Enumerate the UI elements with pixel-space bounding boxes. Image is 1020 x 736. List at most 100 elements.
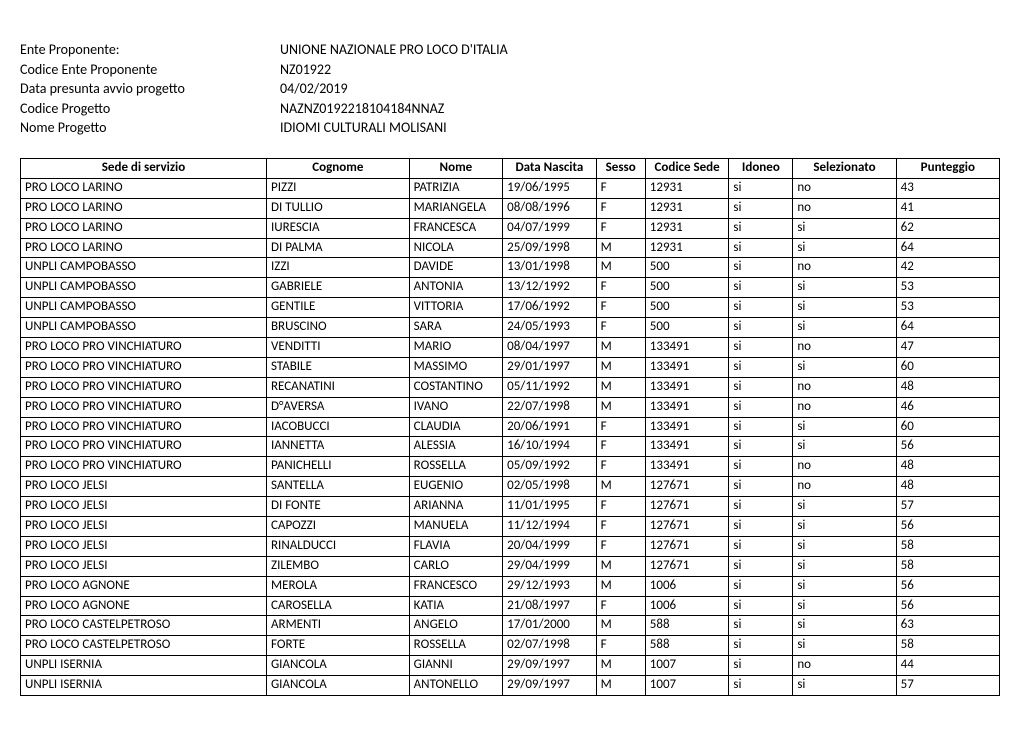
- table-cell: IZZI: [266, 258, 409, 278]
- table-cell: si: [729, 218, 793, 238]
- table-cell: si: [793, 676, 896, 696]
- table-cell: si: [793, 556, 896, 576]
- column-header: Sesso: [596, 158, 645, 178]
- info-value: NZ01922: [280, 60, 1000, 80]
- table-cell: PRO LOCO JELSI: [21, 497, 267, 517]
- table-cell: IANNETTA: [266, 437, 409, 457]
- table-cell: si: [729, 278, 793, 298]
- table-cell: GENTILE: [266, 298, 409, 318]
- table-cell: PATRIZIA: [409, 178, 502, 198]
- table-cell: CAROSELLA: [266, 596, 409, 616]
- table-cell: 20/04/1999: [503, 536, 596, 556]
- table-cell: si: [729, 437, 793, 457]
- table-cell: 56: [896, 576, 999, 596]
- table-cell: 05/09/1992: [503, 457, 596, 477]
- table-cell: ANTONELLO: [409, 676, 502, 696]
- info-label: Nome Progetto: [20, 118, 280, 138]
- table-row: PRO LOCO PRO VINCHIATUROPANICHELLIROSSEL…: [21, 457, 1000, 477]
- table-cell: M: [596, 357, 645, 377]
- table-cell: 127671: [645, 477, 729, 497]
- table-cell: F: [596, 536, 645, 556]
- table-cell: PRO LOCO LARINO: [21, 178, 267, 198]
- column-header: Sede di servizio: [21, 158, 267, 178]
- table-cell: ARIANNA: [409, 497, 502, 517]
- column-header: Codice Sede: [645, 158, 729, 178]
- table-cell: 56: [896, 437, 999, 457]
- table-cell: EUGENIO: [409, 477, 502, 497]
- table-cell: PRO LOCO JELSI: [21, 536, 267, 556]
- table-row: UNPLI CAMPOBASSOBRUSCINOSARA24/05/1993F5…: [21, 318, 1000, 338]
- table-cell: 56: [896, 517, 999, 537]
- table-cell: 29/12/1993: [503, 576, 596, 596]
- table-cell: PRO LOCO LARINO: [21, 198, 267, 218]
- table-cell: M: [596, 397, 645, 417]
- table-cell: si: [729, 596, 793, 616]
- table-cell: PRO LOCO PRO VINCHIATURO: [21, 397, 267, 417]
- table-cell: 48: [896, 377, 999, 397]
- table-cell: PRO LOCO PRO VINCHIATURO: [21, 457, 267, 477]
- table-cell: si: [729, 636, 793, 656]
- table-cell: 22/07/1998: [503, 397, 596, 417]
- table-cell: KATIA: [409, 596, 502, 616]
- table-cell: PRO LOCO LARINO: [21, 218, 267, 238]
- table-cell: no: [793, 337, 896, 357]
- table-cell: si: [793, 517, 896, 537]
- table-cell: SARA: [409, 318, 502, 338]
- table-cell: 1007: [645, 676, 729, 696]
- table-cell: M: [596, 258, 645, 278]
- table-cell: si: [729, 497, 793, 517]
- table-cell: si: [729, 258, 793, 278]
- table-cell: 12931: [645, 238, 729, 258]
- table-cell: ZILEMBO: [266, 556, 409, 576]
- table-row: PRO LOCO AGNONEMEROLAFRANCESCO29/12/1993…: [21, 576, 1000, 596]
- table-cell: PRO LOCO JELSI: [21, 556, 267, 576]
- table-cell: 1006: [645, 576, 729, 596]
- info-row: Nome ProgettoIDIOMI CULTURALI MOLISANI: [20, 118, 1000, 138]
- table-cell: 53: [896, 278, 999, 298]
- table-cell: 24/05/1993: [503, 318, 596, 338]
- table-cell: 133491: [645, 357, 729, 377]
- table-header-row: Sede di servizioCognomeNomeData NascitaS…: [21, 158, 1000, 178]
- table-row: PRO LOCO JELSIZILEMBOCARLO29/04/1999M127…: [21, 556, 1000, 576]
- table-cell: M: [596, 337, 645, 357]
- table-cell: GABRIELE: [266, 278, 409, 298]
- table-cell: 02/05/1998: [503, 477, 596, 497]
- table-row: PRO LOCO PRO VINCHIATUROIACOBUCCICLAUDIA…: [21, 417, 1000, 437]
- table-cell: CAPOZZI: [266, 517, 409, 537]
- table-cell: si: [729, 238, 793, 258]
- table-cell: PRO LOCO PRO VINCHIATURO: [21, 337, 267, 357]
- table-row: PRO LOCO PRO VINCHIATUROIANNETTAALESSIA1…: [21, 437, 1000, 457]
- table-cell: 48: [896, 477, 999, 497]
- table-cell: F: [596, 417, 645, 437]
- table-cell: no: [793, 457, 896, 477]
- table-cell: 11/01/1995: [503, 497, 596, 517]
- table-cell: 588: [645, 616, 729, 636]
- info-value: NAZNZ0192218104184NNAZ: [280, 99, 1000, 119]
- table-cell: 17/06/1992: [503, 298, 596, 318]
- table-cell: 500: [645, 298, 729, 318]
- table-row: PRO LOCO AGNONECAROSELLAKATIA21/08/1997F…: [21, 596, 1000, 616]
- table-cell: VENDITTI: [266, 337, 409, 357]
- table-cell: 13/12/1992: [503, 278, 596, 298]
- table-cell: DI FONTE: [266, 497, 409, 517]
- info-label: Codice Progetto: [20, 99, 280, 119]
- table-cell: 41: [896, 198, 999, 218]
- info-value: UNIONE NAZIONALE PRO LOCO D'ITALIA: [280, 40, 1000, 60]
- table-cell: DAVIDE: [409, 258, 502, 278]
- table-row: UNPLI CAMPOBASSOGABRIELEANTONIA13/12/199…: [21, 278, 1000, 298]
- table-cell: 04/07/1999: [503, 218, 596, 238]
- table-cell: no: [793, 198, 896, 218]
- data-table: Sede di servizioCognomeNomeData NascitaS…: [20, 158, 1000, 696]
- table-cell: si: [729, 477, 793, 497]
- table-cell: M: [596, 656, 645, 676]
- table-cell: si: [729, 178, 793, 198]
- table-cell: VITTORIA: [409, 298, 502, 318]
- table-cell: 56: [896, 596, 999, 616]
- table-cell: no: [793, 377, 896, 397]
- table-cell: F: [596, 517, 645, 537]
- table-cell: 133491: [645, 337, 729, 357]
- table-cell: D°AVERSA: [266, 397, 409, 417]
- table-cell: 500: [645, 318, 729, 338]
- table-cell: UNPLI CAMPOBASSO: [21, 258, 267, 278]
- table-cell: 46: [896, 397, 999, 417]
